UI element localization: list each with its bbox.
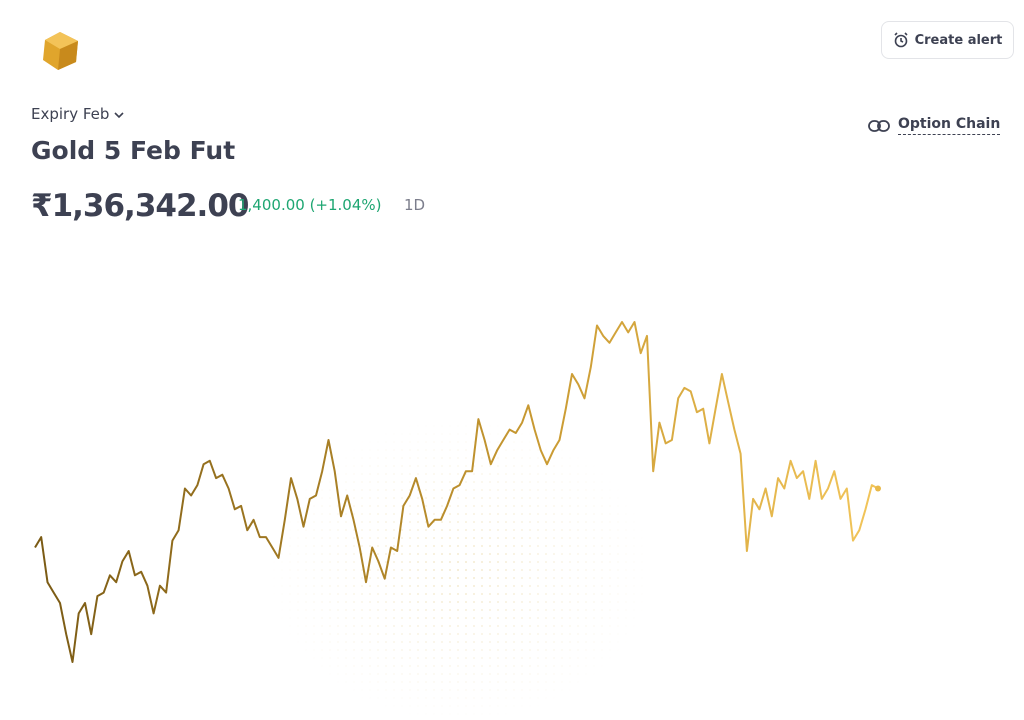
price-change: 1,400.00 (+1.04%) [238,196,382,214]
expiry-selector[interactable]: Expiry Feb [31,105,124,123]
chart [34,321,881,720]
instrument-title: Gold 5 Feb Fut [31,136,236,165]
dot-fade [268,418,652,720]
price-line [34,321,879,663]
link-icon [868,119,890,132]
expiry-label: Expiry Feb [31,105,110,123]
chevron [114,112,124,119]
option-chain-link[interactable]: Option Chain [868,116,1001,135]
last-point [875,485,881,492]
create-alert-button[interactable]: Create alert [881,21,1014,59]
option-chain-label: Option Chain [898,116,1001,135]
logo [43,32,78,70]
period: 1D [404,196,426,214]
price: ₹1,36,342.00 [31,188,249,224]
create-alert-label: Create alert [914,32,1003,48]
alarm-icon [894,32,908,48]
